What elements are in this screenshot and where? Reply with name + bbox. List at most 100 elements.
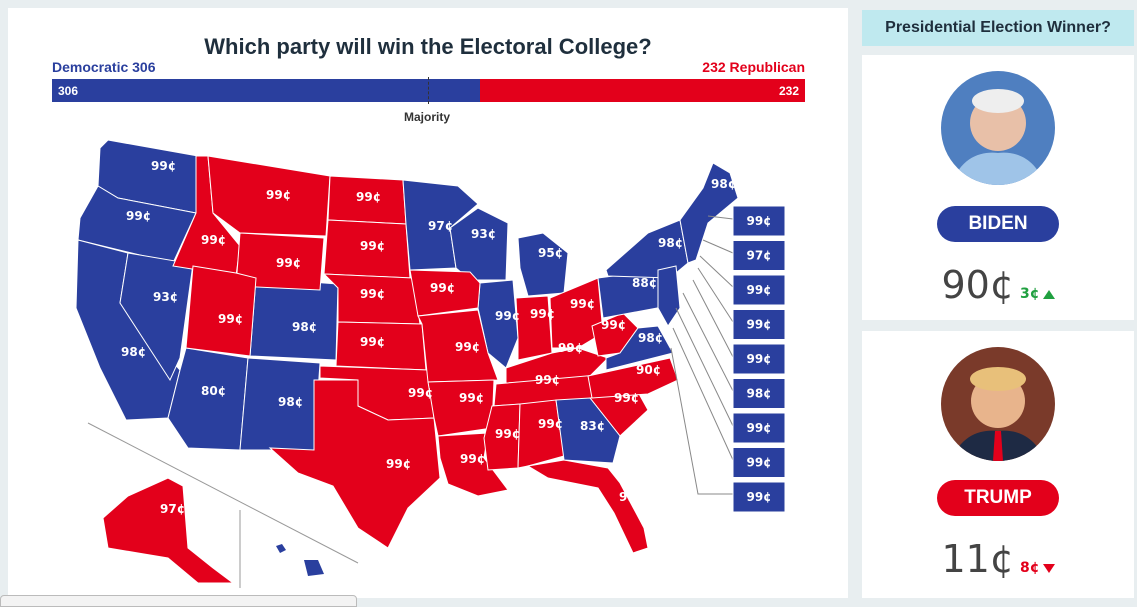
state-price-sd: 99¢ [360, 239, 385, 253]
northeast-state-box[interactable] [732, 481, 786, 513]
state-price-wy: 99¢ [276, 256, 301, 270]
state-price-il: 99¢ [495, 309, 520, 323]
state-price-in: 99¢ [530, 307, 555, 321]
state-hawaii-big-island[interactable] [304, 560, 324, 576]
state-utah[interactable] [185, 265, 257, 357]
state-price-mn: 97¢ [428, 219, 453, 233]
state-price-sc: 99¢ [614, 391, 639, 405]
state-colorado[interactable] [249, 277, 339, 361]
state-mississippi[interactable] [483, 403, 521, 471]
northeast-state-price: 98¢ [746, 387, 771, 401]
state-michigan[interactable] [517, 232, 569, 297]
northeast-state-price: 99¢ [746, 421, 771, 435]
state-mid-atlantic[interactable] [657, 265, 681, 327]
state-wisconsin[interactable] [449, 207, 509, 281]
us-map: 99¢ 99¢ 98¢ 93¢ 99¢ 99¢ 99¢ 99¢ 80¢ 98¢ 98¢ 99¢ 99¢ 9… [75, 139, 786, 588]
map-panel: Which party will win the Electoral Colle… [8, 8, 848, 598]
state-price-la: 99¢ [460, 452, 485, 466]
state-price-co: 98¢ [292, 320, 317, 334]
majority-label: Majority [404, 110, 451, 124]
state-price-me: 98¢ [711, 177, 736, 191]
biden-name-button[interactable]: BIDEN [937, 206, 1059, 242]
candidate-card-biden[interactable]: BIDEN 90¢ 3¢ [862, 55, 1134, 320]
state-alabama[interactable] [517, 399, 565, 469]
state-price-wv: 99¢ [601, 318, 626, 332]
state-price-tn: 99¢ [535, 373, 560, 387]
bottom-tab[interactable] [0, 595, 357, 607]
state-arizona[interactable] [167, 347, 249, 451]
candidate-card-trump[interactable]: TRUMP 11¢ 8¢ [862, 331, 1134, 598]
northeast-state-price: 99¢ [746, 283, 771, 297]
trump-price: 11¢ [941, 537, 1015, 581]
trump-avatar [941, 347, 1055, 461]
state-price-ak: 97¢ [160, 502, 185, 516]
state-price-mt: 99¢ [266, 188, 291, 202]
state-price-oh: 99¢ [570, 297, 595, 311]
state-price-ut: 99¢ [218, 312, 243, 326]
northeast-state-box[interactable] [732, 309, 786, 340]
state-new-england[interactable] [679, 162, 739, 264]
state-price-nc: 90¢ [636, 363, 661, 377]
biden-price: 90¢ [941, 263, 1015, 307]
northeast-state-box[interactable] [732, 205, 786, 237]
state-arkansas[interactable] [427, 379, 495, 437]
northeast-state-box[interactable] [732, 240, 786, 271]
state-price-va: 98¢ [638, 331, 663, 345]
state-price-ga: 83¢ [580, 419, 605, 433]
biden-price-row: 90¢ 3¢ [862, 263, 1134, 307]
arrow-down-icon [1042, 563, 1055, 573]
state-price-mo: 99¢ [455, 340, 480, 354]
trump-change: 8¢ [1020, 560, 1055, 576]
majority-marker [428, 77, 429, 104]
state-missouri[interactable] [417, 309, 499, 383]
northeast-state-box[interactable] [732, 447, 786, 478]
state-price-fl: 99¢ [619, 490, 644, 504]
state-price-ne: 99¢ [360, 287, 385, 301]
state-florida[interactable] [526, 459, 649, 554]
sidebar-header: Presidential Election Winner? [862, 10, 1134, 46]
northeast-state-price: 99¢ [746, 318, 771, 332]
state-virginia[interactable] [605, 325, 674, 371]
state-price-wa: 99¢ [151, 159, 176, 173]
state-texas[interactable] [268, 379, 441, 549]
state-price-mi: 95¢ [538, 246, 563, 260]
state-price-tx: 99¢ [386, 457, 411, 471]
state-montana[interactable] [207, 155, 331, 237]
northeast-state-price: 99¢ [746, 456, 771, 470]
trump-name-button[interactable]: TRUMP [937, 480, 1059, 516]
state-price-id: 99¢ [201, 233, 226, 247]
state-price-ky: 99¢ [558, 341, 583, 355]
northeast-state-price: 97¢ [746, 249, 771, 263]
state-price-nd: 99¢ [356, 190, 381, 204]
biden-avatar [941, 71, 1055, 185]
state-price-ia: 99¢ [430, 281, 455, 295]
democratic-bar-segment: 306 [52, 79, 481, 102]
northeast-state-box[interactable] [732, 343, 786, 375]
northeast-state-price: 99¢ [746, 490, 771, 504]
state-north-carolina[interactable] [587, 357, 679, 399]
state-price-az: 80¢ [201, 384, 226, 398]
state-alaska[interactable] [102, 477, 235, 584]
state-price-ok: 99¢ [408, 386, 433, 400]
state-price-ms: 99¢ [495, 427, 520, 441]
northeast-state-box[interactable] [732, 274, 786, 306]
northeast-state-box[interactable] [732, 378, 786, 409]
state-price-ks: 99¢ [360, 335, 385, 349]
state-price-ar: 99¢ [459, 391, 484, 405]
state-price-ca: 98¢ [121, 345, 146, 359]
state-wyoming[interactable] [235, 232, 325, 291]
democratic-total-label: Democratic 306 [52, 59, 156, 75]
northeast-state-price: 99¢ [746, 214, 771, 228]
state-iowa[interactable] [409, 269, 481, 317]
state-price-or: 99¢ [126, 209, 151, 223]
state-hawaii[interactable] [276, 544, 286, 553]
state-indiana[interactable] [515, 295, 553, 361]
page-title: Which party will win the Electoral Colle… [204, 34, 652, 59]
state-georgia[interactable] [555, 397, 621, 464]
state-price-pa: 88¢ [632, 276, 657, 290]
state-ohio[interactable] [549, 277, 604, 349]
state-price-al: 99¢ [538, 417, 563, 431]
trump-price-row: 11¢ 8¢ [862, 537, 1134, 581]
northeast-leader-lines [670, 215, 734, 495]
northeast-state-box[interactable] [732, 412, 786, 444]
